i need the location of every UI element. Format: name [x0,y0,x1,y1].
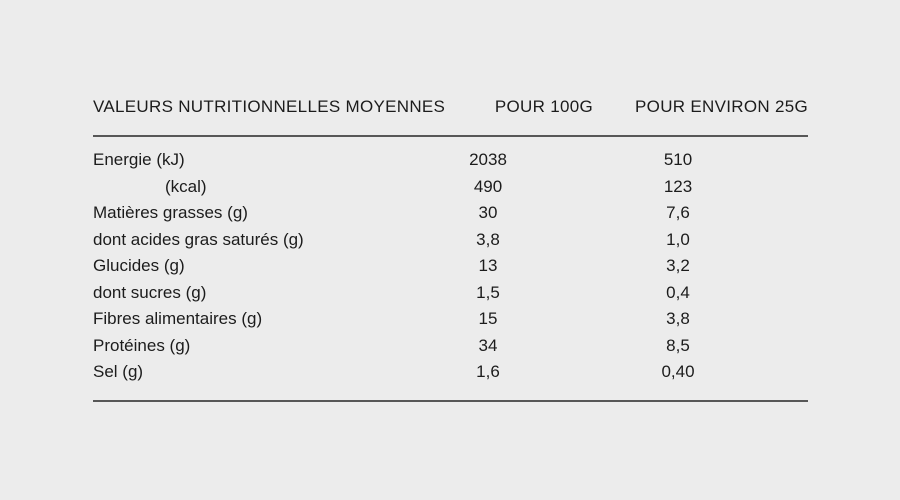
row-label: Fibres alimentaires (g) [93,309,263,328]
value-per-25g: 3,2 [666,256,690,275]
header-average-nutritional-values: VALEURS NUTRITIONNELLES MOYENNES [93,97,446,116]
row-label: (kcal) [165,176,207,196]
value-per-100g: 1,5 [476,282,500,302]
value-per-100g: 3,8 [476,229,500,249]
value-per-25g: 1,0 [666,229,690,249]
table-row-fat: Matières grasses (g) 30 7,6 [93,200,808,227]
value-per-25g: 3,8 [666,309,690,328]
value-per-100g: 490 [473,176,503,196]
table-header-row: VALEURS NUTRITIONNELLES MOYENNES POUR 10… [93,94,808,137]
value-per-100g: 1,6 [476,362,500,381]
value-per-100g: 34 [478,335,498,355]
row-label: Glucides (g) [93,256,185,275]
value-per-25g: 0,4 [666,282,690,302]
table-row-carbohydrates: Glucides (g) 13 3,2 [93,253,808,280]
table-row-protein: Protéines (g) 34 8,5 [93,333,808,360]
table-row-fiber: Fibres alimentaires (g) 15 3,8 [93,306,808,333]
value-per-25g: 8,5 [666,335,690,355]
value-per-100g: 2038 [469,150,507,169]
value-per-25g: 123 [663,176,693,196]
row-label: Protéines (g) [93,335,191,355]
header-per-approx-25g: POUR ENVIRON 25G [635,97,808,116]
value-per-25g: 510 [663,150,693,169]
table-row-sugars: dont sucres (g) 1,5 0,4 [93,280,808,307]
value-per-100g: 15 [478,309,498,328]
header-per-100g: POUR 100G [494,97,593,116]
row-label: Sel (g) [93,362,144,381]
row-label: Energie (kJ) [93,150,185,169]
value-per-25g: 0,40 [661,362,695,381]
value-per-100g: 13 [478,256,498,275]
value-per-25g: 7,6 [666,203,690,222]
row-label: Matières grasses (g) [93,203,248,222]
nutrition-table: VALEURS NUTRITIONNELLES MOYENNES POUR 10… [93,94,808,402]
table-row-saturated-fat: dont acides gras saturés (g) 3,8 1,0 [93,227,808,254]
table-row-energy-kj: Energie (kJ) 2038 510 [93,147,808,174]
row-label: dont acides gras saturés (g) [93,229,304,249]
value-per-100g: 30 [478,203,498,222]
table-body: Energie (kJ) 2038 510 (kcal) 490 123 Mat… [93,137,808,402]
table-row-salt: Sel (g) 1,6 0,40 [93,359,808,386]
row-label: dont sucres (g) [93,282,207,302]
table-row-energy-kcal: (kcal) 490 123 [93,174,808,201]
